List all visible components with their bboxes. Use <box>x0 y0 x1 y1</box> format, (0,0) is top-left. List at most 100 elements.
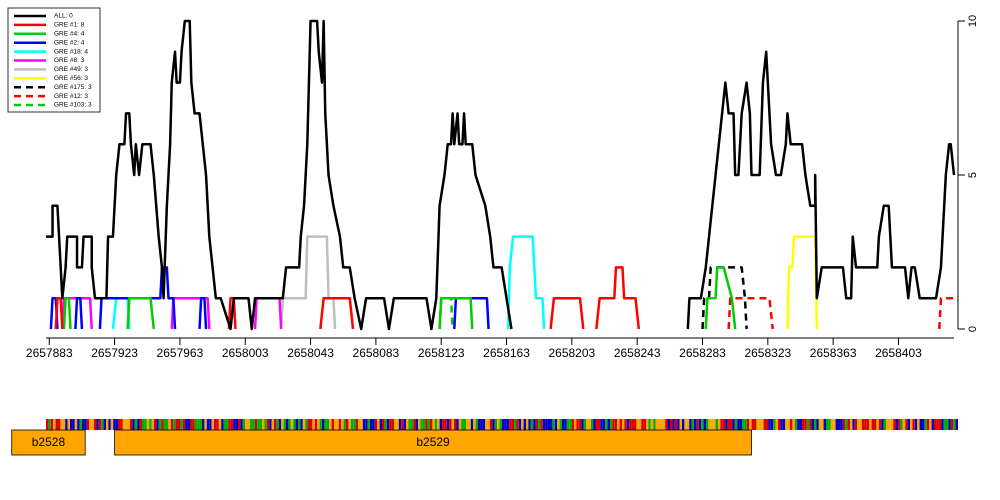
base <box>398 419 402 430</box>
base <box>859 419 862 430</box>
base <box>372 419 375 430</box>
base <box>101 419 104 430</box>
base <box>377 419 380 430</box>
base <box>672 419 675 430</box>
base <box>492 419 495 430</box>
base <box>96 419 99 430</box>
base <box>319 419 322 430</box>
base <box>281 419 284 430</box>
base <box>487 419 490 430</box>
base <box>799 419 802 430</box>
base <box>348 419 351 430</box>
base <box>470 419 474 430</box>
series-line <box>727 296 954 330</box>
base <box>850 419 853 430</box>
base <box>113 419 116 430</box>
base <box>890 419 894 430</box>
x-tick-label: 2658163 <box>483 346 530 360</box>
base <box>701 419 704 430</box>
x-tick-label: 2658283 <box>679 346 726 360</box>
base <box>154 419 157 430</box>
base <box>830 419 834 430</box>
x-tick-label: 2658323 <box>744 346 791 360</box>
series-line <box>62 266 737 330</box>
base <box>626 419 630 430</box>
base <box>235 419 238 430</box>
series-line <box>786 235 819 330</box>
base <box>444 419 447 430</box>
base <box>108 419 111 430</box>
base <box>818 419 822 430</box>
base <box>343 419 346 430</box>
base <box>209 419 212 430</box>
base <box>650 419 654 430</box>
base <box>509 419 512 430</box>
base <box>718 419 721 430</box>
base <box>953 419 956 430</box>
base <box>312 419 315 430</box>
base <box>139 419 142 430</box>
base <box>192 419 195 430</box>
base <box>58 419 61 430</box>
base <box>482 419 486 430</box>
base <box>257 419 260 430</box>
base <box>288 419 291 430</box>
x-tick-label: 2657963 <box>157 346 204 360</box>
base <box>408 419 411 430</box>
base <box>262 419 265 430</box>
base <box>370 419 373 430</box>
x-tick-label: 2658243 <box>614 346 661 360</box>
base <box>511 419 514 430</box>
base <box>259 419 262 430</box>
base <box>134 419 138 430</box>
base <box>286 419 289 430</box>
base <box>679 419 682 430</box>
base <box>660 419 663 430</box>
base <box>290 419 294 430</box>
base <box>948 419 951 430</box>
base <box>790 419 793 430</box>
base <box>48 419 51 430</box>
base <box>374 419 378 430</box>
base <box>427 419 430 430</box>
base <box>98 419 102 430</box>
base <box>751 419 754 430</box>
x-tick-label: 2657883 <box>26 346 73 360</box>
base <box>518 419 522 430</box>
base <box>725 419 728 430</box>
base <box>77 419 80 430</box>
base <box>720 419 723 430</box>
base <box>607 419 610 430</box>
base <box>331 419 334 430</box>
base <box>838 419 841 430</box>
base <box>264 419 267 430</box>
legend-label: GRE #103: 3 <box>54 102 92 109</box>
base <box>586 419 589 430</box>
base <box>110 419 114 430</box>
base <box>65 419 68 430</box>
base <box>242 419 246 430</box>
base <box>506 419 510 430</box>
base <box>588 419 591 430</box>
base <box>53 419 56 430</box>
base <box>182 419 186 430</box>
base <box>137 419 140 430</box>
base <box>823 419 826 430</box>
base <box>478 419 481 430</box>
base <box>194 419 198 430</box>
base <box>271 419 274 430</box>
base <box>94 419 97 430</box>
base <box>161 419 164 430</box>
legend-label: GRE #175: 3 <box>54 84 92 91</box>
base <box>338 419 342 430</box>
base <box>158 419 162 430</box>
base <box>180 419 183 430</box>
base <box>845 419 848 430</box>
base <box>144 419 147 430</box>
base <box>857 419 860 430</box>
x-tick-label: 2658363 <box>810 346 857 360</box>
base <box>418 419 421 430</box>
base <box>156 419 159 430</box>
base <box>218 419 222 430</box>
base <box>463 419 466 430</box>
